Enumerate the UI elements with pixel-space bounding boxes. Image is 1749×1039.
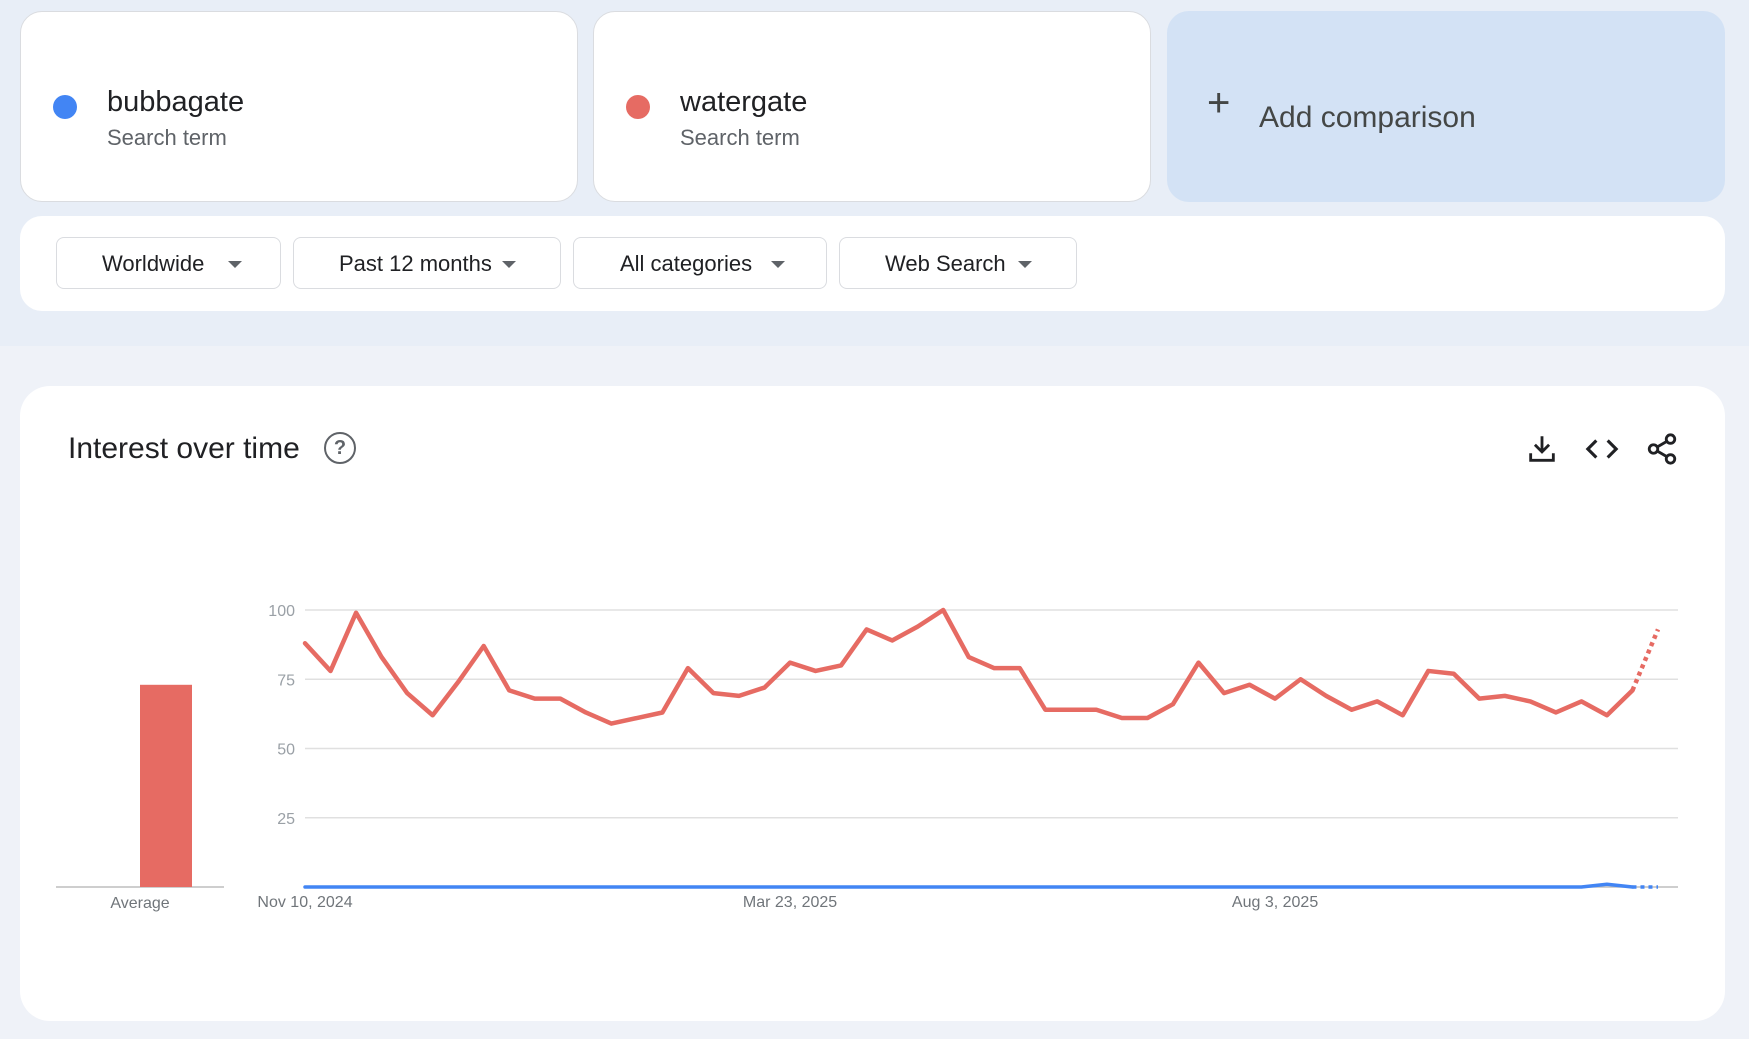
x-tick-label: Nov 10, 2024 [257, 894, 352, 911]
filter-search-type[interactable]: Web Search [839, 237, 1077, 289]
y-tick-label: 75 [277, 672, 295, 689]
term-name[interactable]: bubbagate [107, 86, 245, 118]
series-color-dot [53, 95, 77, 119]
x-tick-label: Mar 23, 2025 [743, 894, 837, 911]
term-subtitle: Search term [680, 125, 800, 150]
add-comparison-label: Add comparison [1259, 101, 1476, 134]
filter-label: All categories [620, 251, 753, 276]
series-partial-watergate [1630, 628, 1661, 692]
series-line-watergate [302, 607, 1635, 726]
term-name[interactable]: watergate [680, 86, 808, 118]
series-line-bubbagate [303, 882, 1635, 889]
filter-time-range[interactable]: Past 12 months [293, 237, 561, 289]
panel-title: Interest over time [68, 432, 300, 465]
interest-chart: 100 75 50 25 Nov 10, 2024 Mar 23, 2025 Aug 3, … [56, 603, 1678, 912]
average-label: Average [110, 895, 169, 912]
dropdown-arrow-icon [771, 261, 785, 268]
y-tick-label: 100 [268, 603, 295, 620]
filter-bar: Worldwide Past 12 months All categories … [20, 216, 1725, 311]
dropdown-arrow-icon [1018, 261, 1032, 268]
filter-label: Worldwide [102, 251, 205, 276]
plus-icon: + [1207, 81, 1231, 125]
average-bar-watergate [140, 684, 192, 887]
term-subtitle: Search term [107, 125, 227, 150]
add-comparison-button[interactable]: + Add comparison [1167, 11, 1725, 202]
filter-label: Past 12 months [339, 251, 492, 276]
interest-over-time-panel: Interest over time ? 100 75 50 25 Nov 10, 20… [20, 386, 1725, 1021]
term-card-bubbagate[interactable]: bubbagate Search term [20, 11, 578, 202]
term-card-watergate[interactable]: watergate Search term [593, 11, 1151, 202]
download-icon[interactable] [1525, 432, 1559, 466]
y-tick-label: 25 [277, 811, 295, 828]
filter-label: Web Search [885, 251, 1006, 276]
filter-category[interactable]: All categories [573, 237, 827, 289]
y-tick-label: 50 [277, 742, 295, 759]
x-tick-label: Aug 3, 2025 [1232, 894, 1318, 911]
series-color-dot [626, 95, 650, 119]
question-circle-icon[interactable]: ? [324, 432, 356, 464]
share-icon[interactable] [1645, 432, 1679, 466]
dropdown-arrow-icon [228, 261, 242, 268]
filter-region[interactable]: Worldwide [56, 237, 281, 289]
embed-code-icon[interactable] [1585, 432, 1619, 466]
dropdown-arrow-icon [502, 261, 516, 268]
